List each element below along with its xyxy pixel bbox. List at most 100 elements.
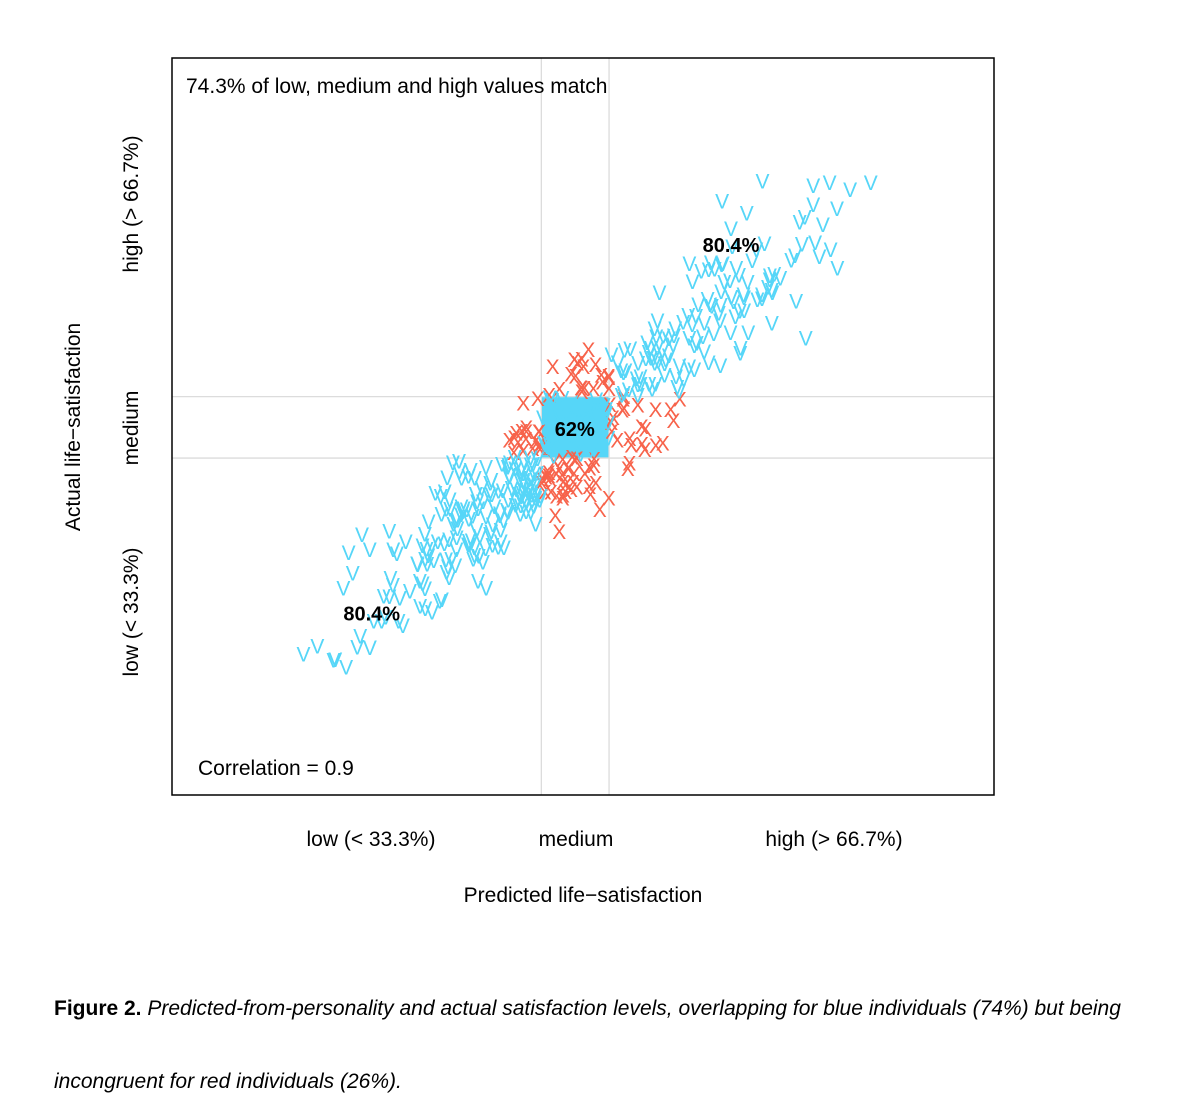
point-marker-match: V — [741, 322, 755, 345]
point-marker-mismatch: X — [570, 476, 584, 499]
point-marker-match: V — [806, 194, 820, 217]
point-marker-match: V — [530, 463, 544, 486]
point-marker-match: V — [433, 591, 447, 614]
point-marker-match: V — [631, 385, 645, 408]
point-marker-match: V — [479, 577, 493, 600]
point-marker-match: V — [574, 443, 588, 466]
point-marker-match: V — [462, 508, 476, 531]
caption-text: Predicted-from-personality and actual sa… — [54, 997, 1121, 1093]
point-marker-match: V — [750, 289, 764, 312]
point-marker-match: V — [350, 636, 364, 659]
point-marker-match: V — [486, 514, 500, 537]
point-marker-match: V — [581, 417, 595, 440]
point-marker-match: V — [589, 394, 603, 417]
point-marker-match: V — [581, 423, 595, 446]
point-marker-match: V — [399, 531, 413, 554]
point-marker-match: V — [599, 403, 613, 426]
point-marker-match: V — [623, 338, 637, 361]
point-marker-match: V — [491, 480, 505, 503]
point-marker-match: V — [708, 259, 722, 282]
point-marker-mismatch: X — [556, 472, 570, 495]
point-marker-mismatch: X — [583, 457, 597, 480]
point-marker-mismatch: X — [604, 412, 618, 435]
point-marker-mismatch: X — [577, 378, 591, 401]
point-marker-match: V — [514, 486, 528, 509]
point-marker-match: V — [601, 428, 615, 451]
point-marker-match: V — [472, 546, 486, 569]
point-marker-mismatch: X — [576, 356, 590, 379]
point-marker-match: V — [543, 387, 557, 410]
point-marker-match: V — [482, 484, 496, 507]
point-marker-mismatch: X — [648, 399, 662, 422]
point-marker-match: V — [551, 426, 565, 449]
point-marker-match: V — [702, 352, 716, 375]
point-marker-match: V — [579, 412, 593, 435]
point-marker-match: V — [514, 495, 528, 518]
point-marker-mismatch: X — [570, 448, 584, 471]
point-marker-match: V — [824, 239, 838, 262]
point-marker-match: V — [502, 464, 516, 487]
point-marker-mismatch: X — [532, 421, 546, 444]
point-marker-mismatch: X — [529, 431, 543, 454]
point-marker-match: V — [631, 374, 645, 397]
point-marker-match: V — [646, 347, 660, 370]
point-marker-mismatch: X — [622, 453, 636, 476]
point-marker-match: V — [715, 190, 729, 213]
point-marker-mismatch: X — [547, 452, 561, 475]
point-marker-match: V — [741, 272, 755, 295]
point-marker-match: V — [434, 486, 448, 509]
point-marker-match: V — [336, 578, 350, 601]
point-marker-mismatch: X — [589, 473, 603, 496]
point-marker-mismatch: X — [616, 389, 630, 412]
point-marker-match: V — [737, 287, 751, 310]
point-marker-match: V — [555, 387, 569, 410]
point-marker-match: V — [485, 535, 499, 558]
point-marker-mismatch: X — [555, 464, 569, 487]
point-marker-mismatch: X — [635, 434, 649, 457]
point-marker-match: V — [714, 295, 728, 318]
point-marker-match: V — [682, 356, 696, 379]
point-marker-mismatch: X — [602, 378, 616, 401]
point-marker-match: V — [449, 510, 463, 533]
point-marker-mismatch: X — [621, 458, 635, 481]
point-marker-mismatch: X — [502, 430, 516, 453]
point-marker-match: V — [696, 326, 710, 349]
point-marker-match: V — [468, 468, 482, 491]
point-marker-match: V — [583, 400, 597, 423]
point-marker-match: V — [788, 245, 802, 268]
point-marker-match: V — [527, 463, 541, 486]
point-marker-match: V — [375, 611, 389, 634]
point-marker-match: V — [310, 636, 324, 659]
point-marker-mismatch: X — [602, 487, 616, 510]
point-marker-match: V — [497, 537, 511, 560]
point-marker-mismatch: X — [602, 367, 616, 390]
point-marker-match: V — [501, 490, 515, 513]
point-marker-match: V — [476, 491, 490, 514]
point-marker-match: V — [554, 410, 568, 433]
point-marker-match: V — [717, 272, 731, 295]
point-marker-mismatch: X — [541, 465, 555, 488]
point-marker-match: V — [816, 214, 830, 237]
point-marker-mismatch: X — [535, 469, 549, 492]
point-marker-match: V — [440, 467, 454, 490]
point-marker-match: V — [415, 535, 429, 558]
point-marker-match: V — [457, 498, 471, 521]
point-marker-mismatch: X — [542, 385, 556, 408]
point-marker-match: V — [681, 305, 695, 328]
point-marker-mismatch: X — [542, 462, 556, 485]
point-marker-match: V — [725, 236, 739, 259]
point-marker-match: V — [553, 414, 567, 437]
point-marker-match: V — [421, 545, 435, 568]
point-marker-match: V — [519, 492, 533, 515]
point-marker-match: V — [439, 549, 453, 572]
point-marker-mismatch: X — [519, 429, 533, 452]
point-marker-match: V — [382, 520, 396, 543]
point-marker-match: V — [538, 434, 552, 457]
point-marker-match: V — [379, 607, 393, 630]
point-marker-mismatch: X — [532, 421, 546, 444]
point-marker-match: V — [483, 472, 497, 495]
point-marker-match: V — [386, 574, 400, 597]
point-marker-match: V — [342, 542, 356, 565]
point-marker-match: V — [599, 403, 613, 426]
point-marker-mismatch: X — [556, 449, 570, 472]
